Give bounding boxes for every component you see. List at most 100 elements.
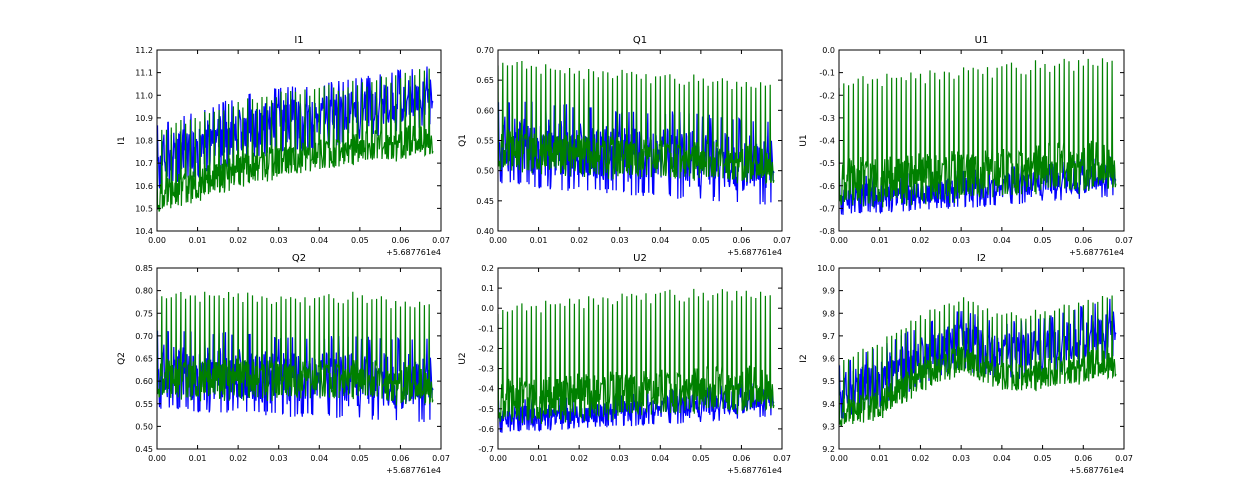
y-tick-label: 0.80 (135, 287, 153, 296)
x-tick-label: 0.06 (392, 454, 410, 463)
x-tick-label: 0.06 (392, 236, 410, 245)
y-tick-label: 0.75 (135, 309, 153, 318)
x-tick-label: 0.05 (692, 454, 710, 463)
x-tick-label: 0.06 (733, 236, 751, 245)
y-tick-label: 9.3 (822, 422, 835, 431)
series-group (839, 58, 1117, 215)
x-offset-label: +5.687761e4 (727, 466, 782, 475)
series-group (498, 60, 775, 205)
x-tick-label: 0.02 (570, 454, 588, 463)
series-line-green (498, 288, 775, 424)
y-tick-label: 0.0 (481, 304, 494, 313)
series-line-green (157, 68, 434, 212)
subplot-title: I2 (977, 253, 986, 264)
x-tick-label: 0.02 (229, 454, 247, 463)
y-tick-label: 11.1 (135, 69, 153, 78)
x-tick-label: 0.00 (830, 236, 848, 245)
x-tick-label: 0.05 (351, 454, 369, 463)
axes-frame (497, 267, 783, 450)
x-offset-label: +5.687761e4 (386, 248, 441, 257)
x-tick-label: 0.01 (871, 236, 889, 245)
y-axis-label: I1 (117, 136, 127, 144)
x-tick-label: 0.04 (651, 236, 669, 245)
x-offset-label: +5.687761e4 (1069, 248, 1124, 257)
x-tick-label: 0.07 (773, 236, 791, 245)
x-tick-label: 0.03 (611, 454, 629, 463)
x-tick-label: 0.01 (530, 454, 548, 463)
subplot-u2: 0.00 0.01 0.02 0.03 0.04 0.05 0.06 0.07 -0.7 -0.6… (458, 253, 791, 475)
x-tick-label: 0.06 (1074, 454, 1092, 463)
y-tick-label: 0.40 (476, 227, 494, 236)
x-tick-label: 0.07 (1115, 236, 1133, 245)
x-tick-label: 0.02 (570, 236, 588, 245)
y-tick-label: 10.9 (135, 114, 153, 123)
subplot-title: I1 (294, 35, 303, 46)
x-tick-label: 0.05 (1034, 236, 1052, 245)
x-tick-label: 0.04 (310, 454, 328, 463)
y-tick-label: 9.8 (822, 309, 835, 318)
series-group (157, 66, 434, 212)
x-tick-label: 0.07 (432, 454, 450, 463)
series-line-green (839, 295, 1117, 427)
y-tick-label: 0.55 (476, 137, 494, 146)
x-tick-label: 0.01 (189, 236, 207, 245)
y-tick-label: -0.7 (819, 204, 835, 213)
y-axis-label: U1 (799, 134, 809, 146)
series-line-green (839, 58, 1117, 208)
y-tick-label: 0.55 (135, 400, 153, 409)
subplot-q2: 0.00 0.01 0.02 0.03 0.04 0.05 0.06 0.07 0.45 0.50… (117, 253, 450, 475)
x-tick-label: 0.00 (148, 454, 166, 463)
y-tick-label: -0.1 (819, 69, 835, 78)
y-tick-label: -0.5 (478, 405, 494, 414)
y-tick-label: -0.2 (478, 344, 494, 353)
subplot-q1: 0.00 0.01 0.02 0.03 0.04 0.05 0.06 0.07 0.40 0.45… (458, 35, 791, 257)
y-tick-label: 0.65 (476, 76, 494, 85)
y-tick-label: 9.4 (822, 400, 835, 409)
x-tick-label: 0.01 (871, 454, 889, 463)
y-tick-label: 9.9 (822, 287, 835, 296)
y-tick-label: 9.2 (822, 445, 835, 454)
y-tick-label: 0.60 (135, 377, 153, 386)
y-tick-label: 10.8 (135, 137, 153, 146)
series-line-green (498, 60, 775, 185)
x-tick-label: 0.03 (270, 236, 288, 245)
subplot-title: Q2 (292, 253, 306, 264)
series-group (498, 288, 775, 433)
y-tick-label: 9.6 (822, 355, 835, 364)
y-tick-label: 10.0 (817, 264, 835, 273)
y-tick-label: 0.1 (481, 284, 494, 293)
y-tick-label: 0.50 (476, 167, 494, 176)
x-tick-label: 0.04 (993, 454, 1011, 463)
subplot-title: U2 (633, 253, 647, 264)
subplot-i2: 0.00 0.01 0.02 0.03 0.04 0.05 0.06 0.07 9.2 9.3 9.… (799, 253, 1133, 475)
y-tick-label: -0.4 (478, 385, 494, 394)
x-tick-label: 0.01 (530, 236, 548, 245)
x-tick-label: 0.07 (432, 236, 450, 245)
x-tick-label: 0.02 (912, 454, 930, 463)
x-offset-label: +5.687761e4 (727, 248, 782, 257)
y-axis-label: Q1 (458, 134, 468, 147)
y-tick-label: -0.3 (478, 365, 494, 374)
y-tick-label: 10.4 (135, 227, 153, 236)
x-tick-label: 0.00 (489, 454, 507, 463)
y-tick-label: -0.3 (819, 114, 835, 123)
series-group (839, 295, 1117, 427)
x-tick-label: 0.05 (1034, 454, 1052, 463)
y-tick-label: 0.50 (135, 422, 153, 431)
subplot-title: U1 (975, 35, 989, 46)
y-tick-label: 0.2 (481, 264, 494, 273)
y-tick-label: 0.65 (135, 355, 153, 364)
x-tick-label: 0.03 (952, 454, 970, 463)
x-tick-label: 0.05 (351, 236, 369, 245)
x-tick-label: 0.02 (912, 236, 930, 245)
x-tick-label: 0.05 (692, 236, 710, 245)
y-tick-label: -0.6 (478, 425, 494, 434)
y-axis-label: I2 (799, 354, 809, 362)
x-tick-label: 0.02 (229, 236, 247, 245)
y-tick-label: 0.70 (476, 46, 494, 55)
y-tick-label: -0.7 (478, 445, 494, 454)
x-tick-label: 0.06 (733, 454, 751, 463)
y-tick-label: 11.2 (135, 46, 153, 55)
subplot-title: Q1 (633, 35, 647, 46)
